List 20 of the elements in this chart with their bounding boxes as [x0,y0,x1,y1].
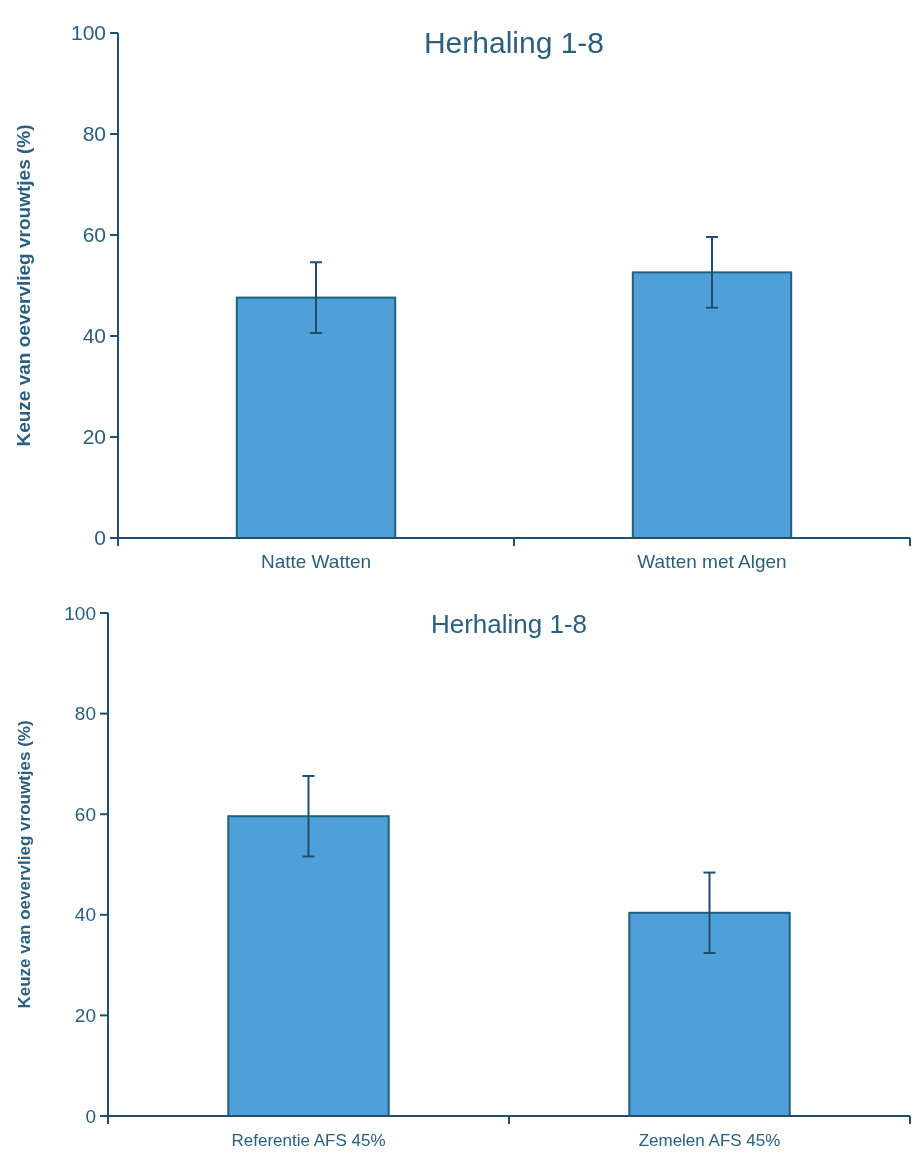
y-tick-label: 60 [74,803,96,825]
y-tick-label: 80 [82,122,106,146]
y-tick-label: 100 [70,21,106,45]
y-tick-label: 80 [74,703,96,725]
x-tick-label: Watten met Algen [637,551,787,572]
x-tick-label: Zemelen AFS 45% [638,1131,781,1150]
y-axis-title: Keuze van oevervlieg vrouwtjes (%) [13,124,34,447]
y-tick-label: 0 [85,1105,96,1127]
chart-title: Herhaling 1-8 [430,609,588,639]
y-tick-label: 100 [64,602,96,624]
y-tick-label: 20 [82,425,106,449]
x-tick-label: Natte Watten [260,551,372,572]
x-tick-label: Referentie AFS 45% [231,1131,386,1150]
y-axis-title: Keuze van oevervlieg vrouwtjes (%) [15,720,34,1009]
y-tick-label: 40 [82,324,106,348]
y-tick-label: 40 [74,904,96,926]
chart-title: Herhaling 1-8 [423,26,605,59]
y-tick-label: 60 [82,223,106,247]
y-tick-label: 20 [74,1005,96,1027]
y-tick-label: 0 [94,526,106,550]
